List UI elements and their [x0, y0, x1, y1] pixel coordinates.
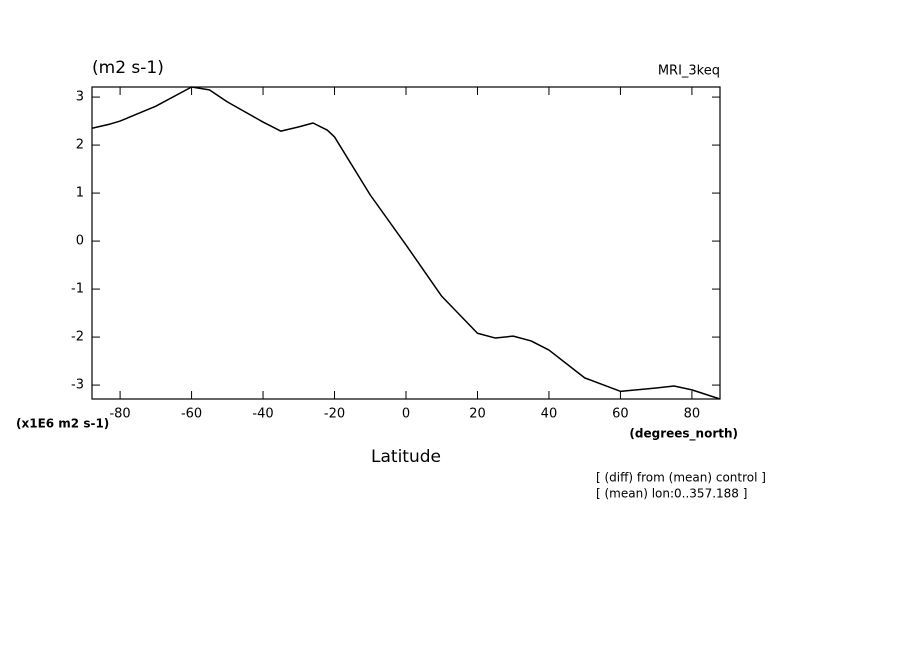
chart-subtitle: MRI_3keq: [658, 64, 720, 79]
annotation: [ (mean) lon:0..357.188 ]: [596, 487, 747, 501]
x-unit-label: (degrees_north): [629, 427, 738, 442]
y-tick-label: 0: [76, 234, 84, 249]
y-tick-label: 1: [76, 186, 84, 201]
x-tick-label: -80: [109, 407, 130, 422]
x-tick-label: 80: [684, 407, 701, 422]
y-scale-label: (x1E6 m2 s-1): [16, 417, 109, 431]
x-axis-label: Latitude: [371, 447, 441, 467]
y-tick-label: -1: [71, 282, 84, 297]
x-tick-label: 20: [469, 407, 486, 422]
x-tick-label: 60: [612, 407, 629, 422]
line: [91, 86, 721, 400]
y-tick-label: -2: [71, 330, 84, 345]
y-tick-label: 2: [76, 138, 84, 153]
y-tick-label: -3: [71, 378, 84, 393]
y-tick-label: 3: [76, 90, 84, 105]
x-tick-label: -40: [252, 407, 273, 422]
annotation: [ (diff) from (mean) control ]: [596, 471, 766, 485]
chart-title: (m2 s-1): [92, 58, 164, 78]
x-tick-label: 40: [541, 407, 558, 422]
x-tick-label: -60: [181, 407, 202, 422]
x-tick-label: 0: [402, 407, 410, 422]
x-tick-label: -20: [324, 407, 345, 422]
